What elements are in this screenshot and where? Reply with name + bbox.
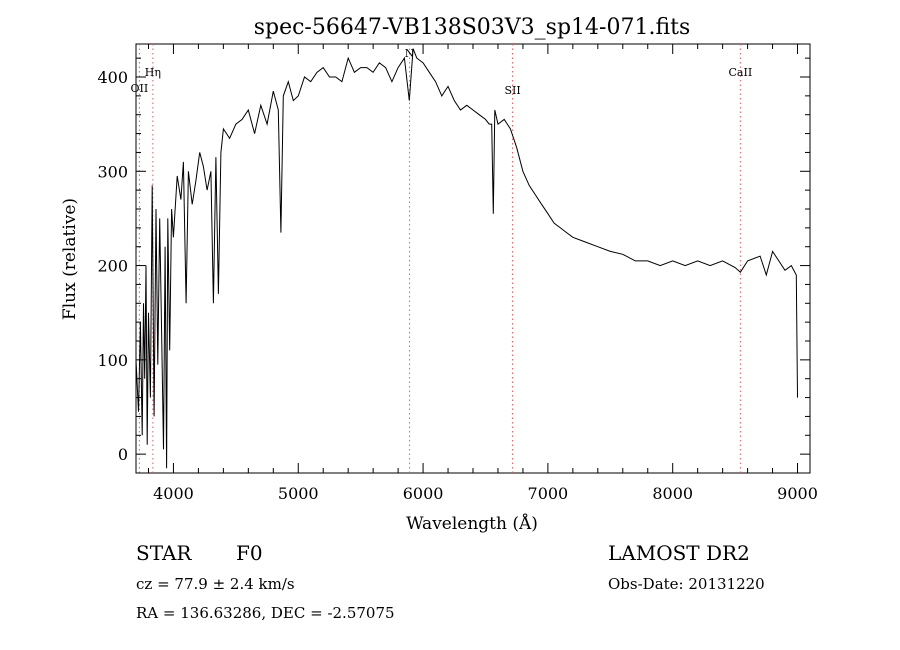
x-tick-label: 5000 (278, 484, 319, 503)
obs-date: Obs-Date: 20131220 (608, 575, 765, 593)
x-tick-label: 8000 (652, 484, 693, 503)
chart-title: spec-56647-VB138S03V3_sp14-071.fits (254, 15, 691, 40)
y-tick-label: 300 (97, 162, 128, 181)
spectral-subclass: F0 (236, 541, 263, 565)
y-tick-label: 0 (118, 445, 128, 464)
y-tick-label: 400 (97, 68, 128, 87)
y-tick-label: 200 (97, 257, 128, 276)
y-axis-label: Flux (relative) (60, 198, 80, 320)
line-marker-label: CaII (729, 66, 753, 79)
line-marker-label: OII (131, 82, 149, 95)
x-tick-label: 7000 (528, 484, 569, 503)
x-axis-label: Wavelength (Å) (406, 513, 538, 534)
survey-label: LAMOST DR2 (608, 541, 750, 565)
x-tick-label: 4000 (153, 484, 194, 503)
spectrum-line (135, 48, 798, 469)
line-marker-label: SII (504, 84, 520, 97)
ra-dec-coords: RA = 136.63286, DEC = -2.57075 (136, 604, 395, 622)
line-markers: OII Hη N SII CaII (131, 44, 753, 473)
x-tick-label: 9000 (777, 484, 818, 503)
y-tick-label: 100 (97, 351, 128, 370)
object-class: STAR (136, 541, 192, 565)
redshift-cz: cz = 77.9 ± 2.4 km/s (136, 575, 295, 593)
plot-frame (135, 43, 811, 474)
axis-ticks: 4000 5000 6000 7000 8000 9000 0 100 200 300 400 (97, 44, 818, 503)
line-marker-label: N (405, 47, 415, 60)
line-marker-label: Hη (145, 66, 161, 79)
x-tick-label: 6000 (403, 484, 444, 503)
